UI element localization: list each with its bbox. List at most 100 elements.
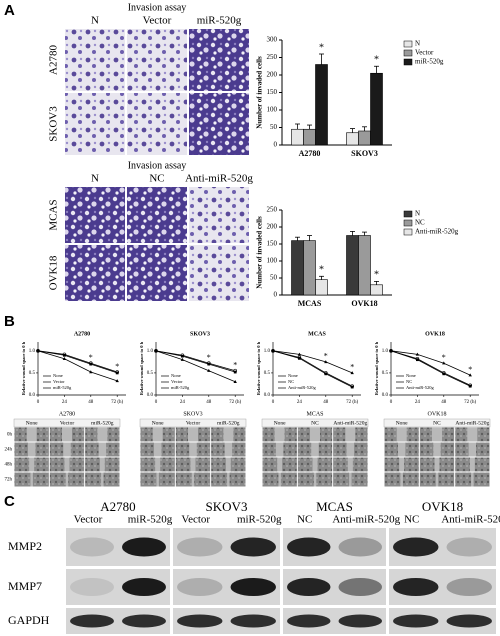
wound-gap bbox=[64, 457, 70, 472]
lane-label: miR-520g bbox=[237, 514, 282, 526]
lane-label: miR-520g bbox=[128, 514, 173, 526]
wound-gap bbox=[98, 442, 107, 457]
column-label: Vector bbox=[60, 420, 75, 426]
y-tick-label: 1.0 bbox=[29, 349, 36, 354]
significance: * bbox=[89, 353, 93, 362]
legend-label: Anti-miR-520g bbox=[406, 385, 434, 390]
wound-gap bbox=[313, 472, 317, 487]
legend-label: None bbox=[53, 373, 63, 378]
bar bbox=[315, 279, 328, 296]
wound-gap bbox=[399, 457, 405, 472]
blot-band bbox=[393, 537, 439, 557]
wound-gap bbox=[311, 442, 319, 457]
legend-label: miR-520g bbox=[171, 385, 190, 390]
row-label: 48h bbox=[5, 463, 13, 468]
bar bbox=[303, 128, 316, 146]
significance: * bbox=[374, 270, 379, 281]
point bbox=[442, 372, 446, 376]
y-tick-label: 100 bbox=[267, 257, 278, 265]
y-tick-label: 0.5 bbox=[29, 371, 36, 376]
blot-band bbox=[287, 614, 331, 628]
legend-label: N bbox=[415, 40, 420, 48]
wound-gap bbox=[155, 457, 161, 472]
point bbox=[115, 371, 119, 375]
y-tick-label: 0 bbox=[274, 291, 278, 299]
point bbox=[207, 368, 211, 372]
column-label: Vector bbox=[143, 15, 172, 27]
bar bbox=[291, 128, 304, 146]
cell-line-label: MCAS bbox=[316, 499, 353, 514]
legend-label: None bbox=[406, 373, 416, 378]
row-label: MCAS bbox=[48, 199, 60, 230]
significance: * bbox=[350, 363, 354, 372]
significance: * bbox=[468, 365, 472, 374]
point bbox=[416, 358, 419, 362]
micrograph bbox=[127, 245, 187, 301]
cell-line-label: A2780 bbox=[100, 499, 135, 514]
blot-band bbox=[393, 614, 439, 628]
significance: * bbox=[324, 352, 328, 361]
wound-gap bbox=[156, 472, 159, 487]
y-tick-label: 250 bbox=[267, 53, 278, 61]
wound-gap bbox=[30, 472, 33, 487]
blot-band bbox=[122, 578, 166, 596]
blot-band bbox=[70, 614, 114, 628]
point bbox=[207, 362, 211, 366]
significance: * bbox=[115, 362, 119, 371]
point bbox=[324, 360, 328, 364]
x-tick-label: 0 bbox=[390, 400, 393, 405]
point bbox=[181, 354, 184, 358]
point bbox=[297, 352, 302, 356]
blot-band bbox=[338, 537, 382, 557]
significance: * bbox=[207, 353, 211, 362]
legend-label: Vector bbox=[53, 379, 65, 384]
wound-gap bbox=[432, 427, 442, 442]
y-tick-label: 0.0 bbox=[147, 393, 154, 398]
cell-line-label: SKOV3 bbox=[206, 499, 248, 514]
wound-title: SKOV3 bbox=[183, 411, 202, 417]
panel-label: B bbox=[4, 313, 15, 330]
wound-gap bbox=[396, 427, 407, 442]
point bbox=[154, 349, 158, 353]
x-tick-label: SKOV3 bbox=[351, 149, 378, 158]
blot-band bbox=[230, 578, 276, 596]
column-label: miR-520g bbox=[217, 420, 240, 426]
column-label: None bbox=[274, 420, 286, 426]
line bbox=[37, 350, 118, 374]
legend-label: Anti-miR-520g bbox=[288, 385, 316, 390]
grid-title: Invasion assay bbox=[128, 160, 187, 171]
chart-title: A2780 bbox=[74, 331, 90, 337]
wound-gap bbox=[434, 457, 440, 472]
y-tick-label: 1.0 bbox=[147, 349, 154, 354]
wound-header bbox=[139, 418, 247, 428]
blot-band bbox=[287, 578, 331, 596]
y-tick-label: 150 bbox=[267, 88, 278, 96]
wound-gap bbox=[468, 442, 477, 457]
micrograph bbox=[189, 93, 249, 155]
legend-label: Anti-miR-520g bbox=[415, 228, 459, 236]
blot-band bbox=[122, 537, 166, 557]
y-tick-label: 1.0 bbox=[264, 349, 271, 354]
x-tick-label: 24 bbox=[62, 400, 68, 405]
column-label: Anti-miR-520g bbox=[455, 420, 489, 426]
bar bbox=[346, 132, 359, 146]
x-tick-label: 72 (h) bbox=[111, 400, 123, 405]
line bbox=[390, 350, 471, 376]
wound-gap bbox=[227, 472, 230, 487]
protein-label: MMP2 bbox=[8, 539, 42, 553]
column-label: N bbox=[91, 15, 99, 27]
line bbox=[155, 350, 236, 373]
x-tick-label: 72 (h) bbox=[229, 400, 241, 405]
micrograph bbox=[65, 29, 125, 91]
significance: * bbox=[442, 353, 446, 362]
wound-gap bbox=[349, 472, 352, 487]
x-tick-label: 72 (h) bbox=[464, 400, 476, 405]
point bbox=[271, 349, 275, 353]
y-tick-label: 300 bbox=[267, 36, 278, 44]
blot-band bbox=[230, 537, 276, 557]
x-tick-label: A2780 bbox=[299, 149, 321, 158]
y-tick-label: 0.0 bbox=[382, 393, 389, 398]
wound-gap bbox=[97, 427, 108, 442]
point bbox=[180, 357, 185, 361]
